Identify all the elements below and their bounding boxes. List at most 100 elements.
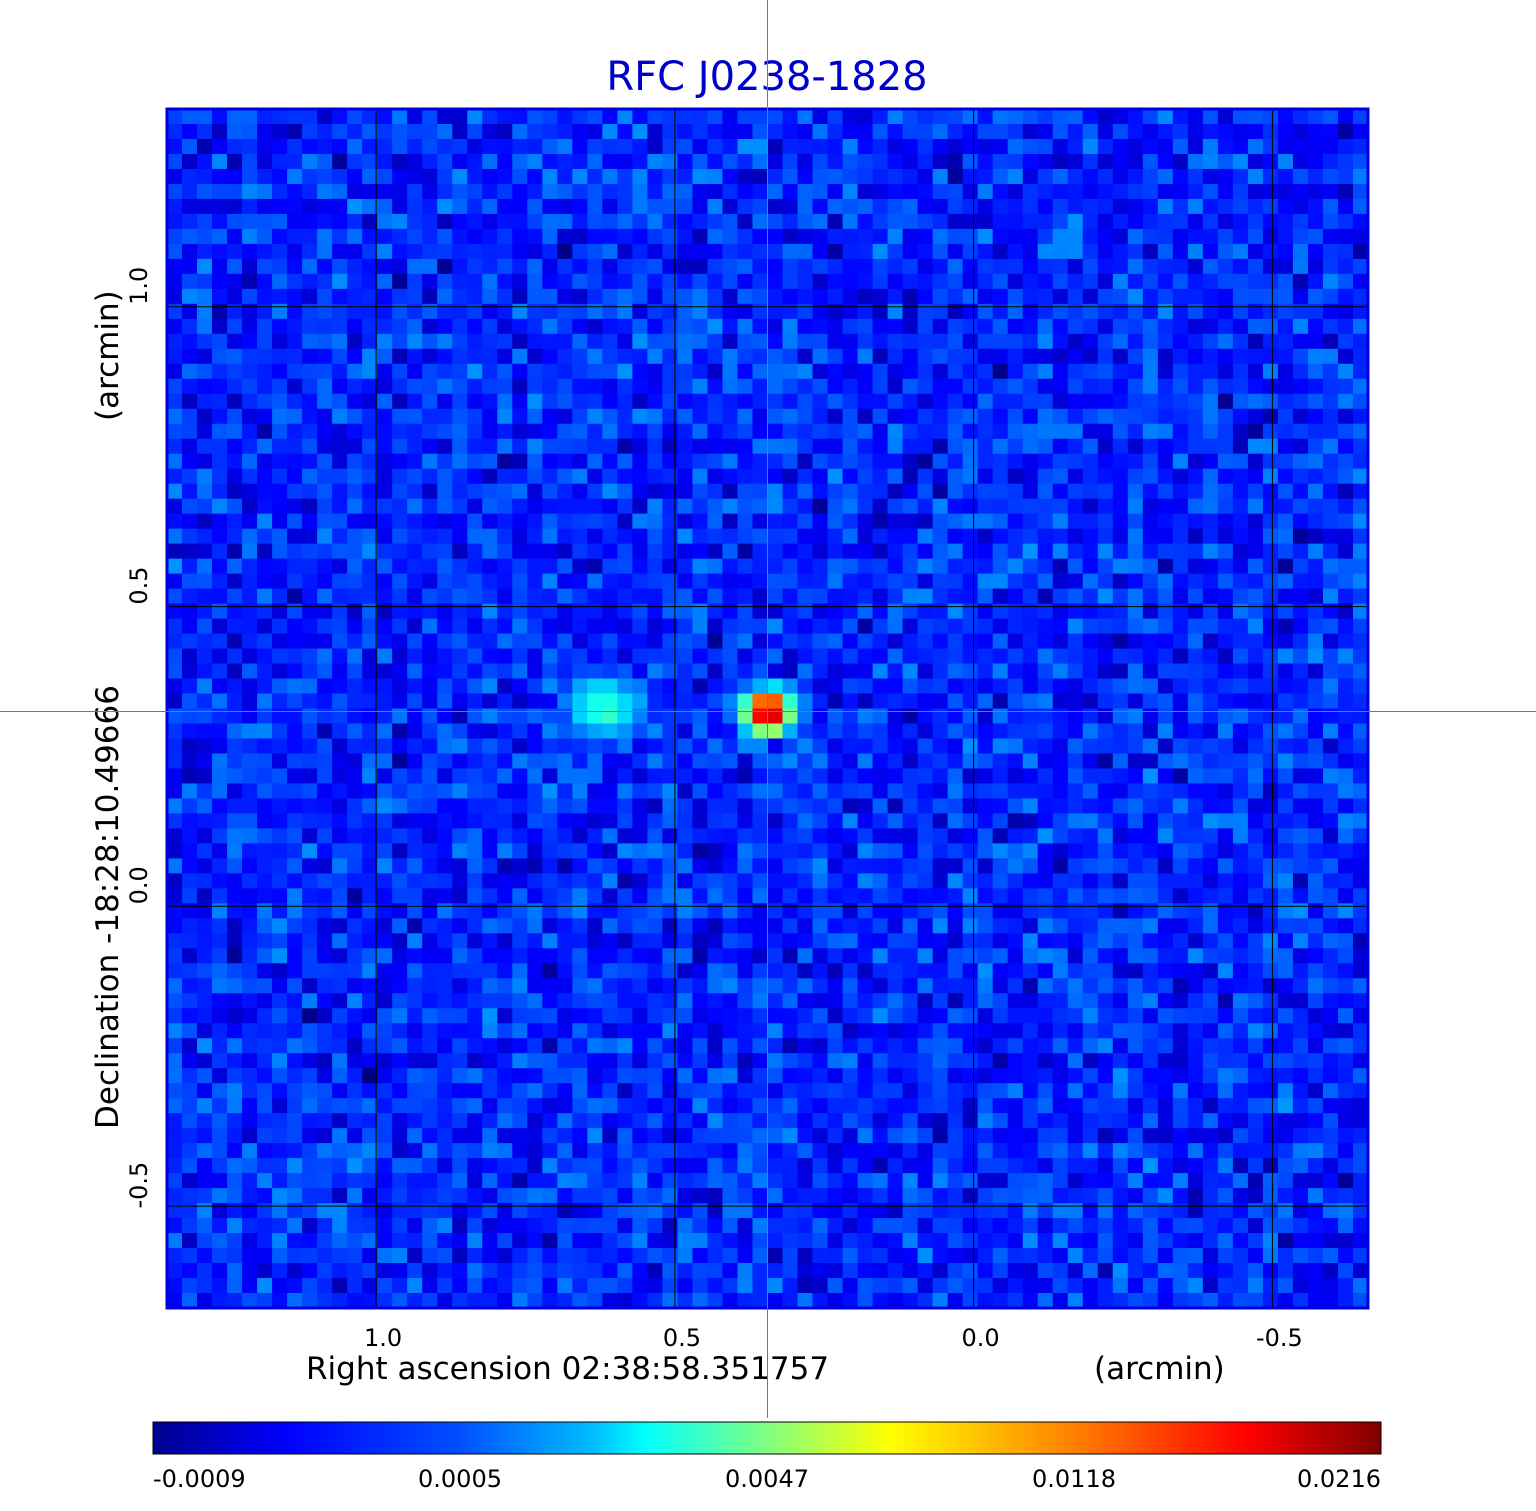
heatmap-cell <box>1322 1008 1339 1024</box>
heatmap-cell <box>917 348 934 365</box>
heatmap-cell <box>287 243 303 260</box>
heatmap-cell <box>287 753 303 770</box>
heatmap-cell <box>857 678 874 695</box>
heatmap-cell <box>527 873 543 889</box>
heatmap-cell <box>302 153 318 170</box>
heatmap-cell <box>1352 378 1368 395</box>
heatmap-cell <box>842 1023 859 1039</box>
heatmap-cell <box>752 693 769 710</box>
heatmap-cell <box>452 109 468 125</box>
heatmap-cell <box>617 828 633 844</box>
heatmap-cell <box>1277 678 1294 695</box>
heatmap-cell <box>947 693 964 710</box>
heatmap-cell <box>1127 348 1144 365</box>
heatmap-cell <box>1187 978 1204 994</box>
heatmap-cell <box>497 423 513 440</box>
heatmap-cell <box>1277 333 1294 350</box>
heatmap-cell <box>947 453 964 470</box>
heatmap-cell <box>422 1038 438 1054</box>
heatmap-cell <box>677 438 694 455</box>
heatmap-cell <box>1232 453 1249 470</box>
heatmap-cell <box>452 933 468 949</box>
heatmap-cell <box>812 723 829 740</box>
heatmap-cell <box>422 348 438 365</box>
heatmap-cell <box>812 303 829 320</box>
heatmap-cell <box>1352 963 1368 979</box>
heatmap-cell <box>332 258 348 275</box>
heatmap-cell <box>257 423 273 440</box>
heatmap-cell <box>242 168 258 185</box>
heatmap-cell <box>692 918 709 934</box>
heatmap-cell <box>422 663 438 680</box>
heatmap-cell <box>437 423 453 440</box>
heatmap-cell <box>407 498 423 515</box>
heatmap-cell <box>1082 258 1099 275</box>
heatmap-cell <box>257 933 273 949</box>
heatmap-cell <box>722 918 739 934</box>
heatmap-cell <box>572 963 588 979</box>
heatmap-cell <box>1352 138 1368 155</box>
heatmap-cell <box>557 258 573 275</box>
heatmap-cell <box>992 198 1009 215</box>
heatmap-cell <box>1262 483 1279 500</box>
heatmap-cell <box>1232 228 1249 245</box>
heatmap-cell <box>1127 378 1144 395</box>
heatmap-cell <box>617 948 633 964</box>
heatmap-cell <box>1322 498 1339 515</box>
heatmap-cell <box>1217 138 1234 155</box>
heatmap-cell <box>692 228 709 245</box>
heatmap-cell <box>347 903 363 919</box>
heatmap-cell <box>782 693 799 710</box>
heatmap-cell <box>1262 513 1279 530</box>
heatmap-cell <box>542 978 558 994</box>
heatmap-cell <box>377 588 393 605</box>
heatmap-cell <box>272 483 288 500</box>
heatmap-cell <box>482 528 498 545</box>
heatmap-cell <box>1307 109 1324 125</box>
heatmap-cell <box>887 723 904 740</box>
heatmap-cell <box>962 228 979 245</box>
heatmap-cell <box>902 288 919 305</box>
heatmap-cell <box>467 993 483 1009</box>
heatmap-cell <box>1352 393 1368 410</box>
heatmap-cell <box>227 528 243 545</box>
heatmap-cell <box>722 858 739 874</box>
heatmap-cell <box>1112 843 1129 859</box>
heatmap-cell <box>662 603 679 620</box>
heatmap-cell <box>1172 588 1189 605</box>
heatmap-cell <box>617 978 633 994</box>
heatmap-cell <box>407 183 423 200</box>
heatmap-cell <box>992 948 1009 964</box>
heatmap-cell <box>1232 783 1249 800</box>
heatmap-cell <box>977 468 994 485</box>
heatmap-cell <box>737 198 754 215</box>
heatmap-cell <box>407 888 423 904</box>
heatmap-cell <box>377 783 393 800</box>
heatmap-cell <box>1307 648 1324 665</box>
heatmap-cell <box>947 138 964 155</box>
heatmap-cell <box>1247 468 1264 485</box>
heatmap-cell <box>737 109 754 125</box>
heatmap-cell <box>1022 648 1039 665</box>
heatmap-cell <box>512 1008 528 1024</box>
heatmap-cell <box>737 438 754 455</box>
heatmap-cell <box>1007 318 1024 335</box>
heatmap-cell <box>887 543 904 560</box>
heatmap-cell <box>527 573 543 590</box>
heatmap-cell <box>827 618 844 635</box>
heatmap-cell <box>857 183 874 200</box>
heatmap-cell <box>917 828 934 844</box>
heatmap-cell <box>752 963 769 979</box>
heatmap-cell <box>977 903 994 919</box>
heatmap-cell <box>647 333 664 350</box>
heatmap-cell <box>767 453 784 470</box>
heatmap-cell <box>572 198 588 215</box>
heatmap-cell <box>527 183 543 200</box>
heatmap-cell <box>332 738 348 755</box>
heatmap-cell <box>452 753 468 770</box>
heatmap-cell <box>872 483 889 500</box>
heatmap-cell <box>1232 123 1249 140</box>
heatmap-cell <box>707 183 724 200</box>
heatmap-cell <box>1202 978 1219 994</box>
heatmap-cell <box>842 318 859 335</box>
